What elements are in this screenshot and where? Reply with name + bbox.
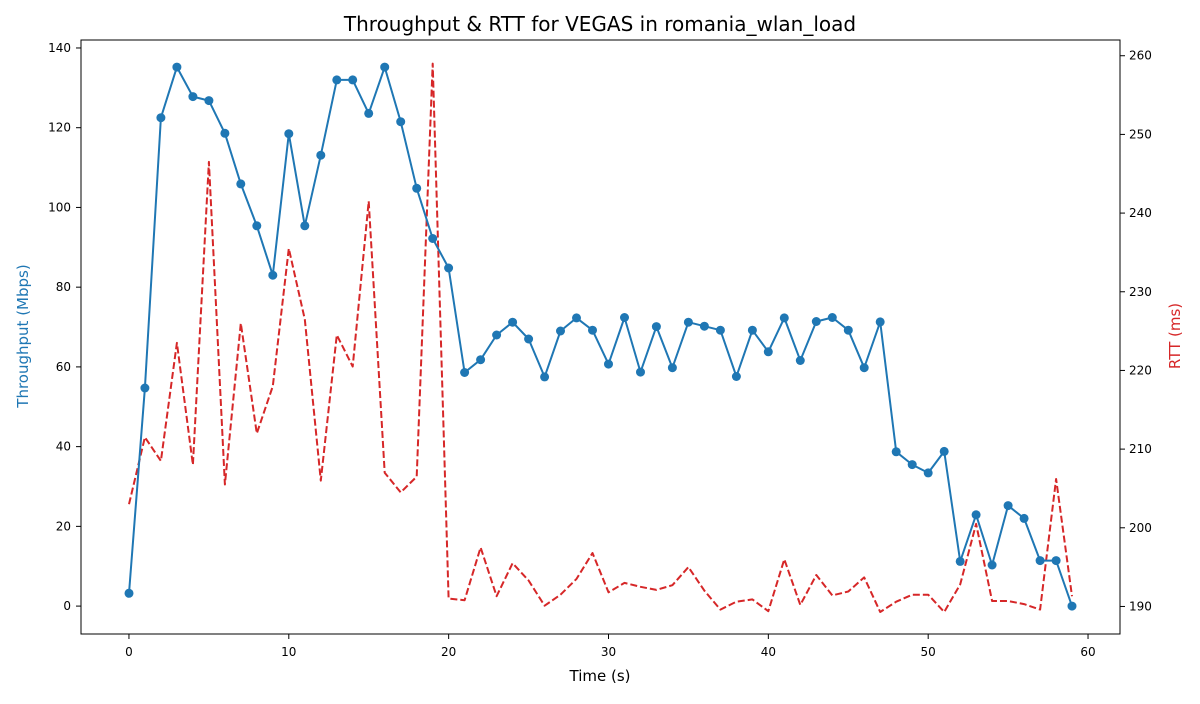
- y-right-tick-label: 220: [1129, 363, 1152, 377]
- throughput-point: [572, 313, 581, 323]
- y-right-tick-label: 250: [1129, 127, 1152, 141]
- throughput-point: [268, 270, 278, 280]
- y-left-tick-label: 100: [48, 200, 71, 214]
- throughput-point: [316, 150, 326, 160]
- throughput-point: [955, 556, 965, 566]
- throughput-point: [428, 234, 438, 243]
- plot-frame: [80, 39, 1121, 635]
- x-tick-label: 10: [281, 645, 296, 659]
- throughput-point: [508, 317, 518, 327]
- throughput-point: [476, 355, 486, 365]
- tick-layer: 0 10 20 30 40 50 60 0 20 40 60 80 100 120 140 190 200 210…: [48, 41, 1152, 659]
- throughput-point: [204, 96, 214, 106]
- throughput-series-layer: [124, 62, 1077, 611]
- y-right-tick-label: 190: [1129, 599, 1152, 613]
- chart-title: Throughput & RTT for VEGAS in romania_wl…: [343, 12, 856, 36]
- throughput-point: [683, 317, 693, 327]
- rtt-series-layer: [128, 62, 1073, 613]
- throughput-point: [1067, 601, 1077, 611]
- y-left-tick-label: 0: [63, 599, 71, 613]
- throughput-point: [236, 179, 246, 189]
- throughput-point: [811, 317, 821, 326]
- throughput-point: [779, 313, 789, 323]
- throughput-line: [128, 66, 1073, 607]
- throughput-point: [140, 383, 150, 393]
- throughput-point: [444, 263, 454, 273]
- y-right-tick-label: 210: [1129, 442, 1152, 456]
- throughput-point: [588, 325, 597, 335]
- y-right-tick-label: 230: [1129, 285, 1152, 299]
- rtt-line: [128, 62, 1073, 613]
- x-tick-label: 40: [761, 645, 776, 659]
- throughput-point: [667, 363, 677, 373]
- throughput-point: [763, 347, 773, 357]
- throughput-point: [156, 113, 166, 123]
- throughput-point: [939, 446, 949, 456]
- y-left-tick-label: 60: [56, 360, 71, 374]
- throughput-point: [348, 75, 358, 85]
- throughput-point: [843, 325, 853, 335]
- x-tick-label: 50: [921, 645, 936, 659]
- throughput-point: [715, 325, 725, 335]
- throughput-point: [396, 117, 406, 127]
- throughput-point: [364, 108, 374, 118]
- y-left-tick-label: 40: [56, 440, 71, 454]
- y-right-tick-label: 200: [1129, 521, 1152, 535]
- throughput-point: [1035, 556, 1045, 566]
- throughput-point: [412, 183, 422, 193]
- y-axis-left-label: Throughput (Mbps): [14, 264, 32, 408]
- throughput-point: [907, 460, 917, 470]
- y-left-tick-label: 20: [56, 519, 71, 533]
- throughput-point: [492, 330, 502, 340]
- throughput-point: [188, 92, 198, 102]
- y-axis-right-label: RTT (ms): [1166, 303, 1184, 369]
- throughput-point: [827, 313, 837, 322]
- throughput-point: [172, 62, 182, 72]
- throughput-point: [124, 588, 134, 598]
- throughput-point: [284, 129, 294, 139]
- axes-layer: [80, 39, 1121, 635]
- throughput-point: [987, 560, 997, 570]
- y-left-tick-label: 80: [56, 280, 71, 294]
- throughput-point: [620, 313, 629, 322]
- y-left-tick-label: 120: [48, 121, 71, 135]
- throughput-point: [923, 468, 933, 478]
- throughput-point: [604, 359, 613, 369]
- throughput-point: [1019, 513, 1029, 523]
- x-axis-label: Time (s): [569, 667, 631, 685]
- throughput-point: [380, 62, 390, 72]
- throughput-point: [252, 221, 262, 231]
- y-right-tick-label: 240: [1129, 206, 1152, 220]
- x-tick-label: 0: [125, 645, 133, 659]
- throughput-point: [971, 510, 981, 520]
- throughput-point: [220, 128, 230, 138]
- throughput-point: [875, 317, 885, 327]
- throughput-point: [747, 325, 757, 335]
- throughput-point: [556, 326, 565, 336]
- throughput-point: [651, 322, 661, 332]
- throughput-point: [731, 372, 741, 381]
- throughput-point: [1051, 556, 1061, 566]
- throughput-point: [859, 363, 869, 373]
- y-right-tick-label: 260: [1129, 49, 1152, 63]
- throughput-point: [332, 75, 342, 85]
- throughput-point: [636, 367, 645, 377]
- throughput-point: [540, 372, 550, 382]
- throughput-point: [891, 447, 901, 457]
- y-left-tick-label: 140: [48, 41, 71, 55]
- throughput-point: [699, 321, 709, 331]
- throughput-point: [460, 368, 470, 377]
- x-tick-label: 20: [441, 645, 456, 659]
- throughput-point: [524, 334, 534, 344]
- x-tick-label: 30: [601, 645, 616, 659]
- throughput-point: [300, 221, 310, 231]
- throughput-point: [795, 356, 805, 365]
- x-tick-label: 60: [1080, 645, 1095, 659]
- throughput-point: [1003, 501, 1013, 511]
